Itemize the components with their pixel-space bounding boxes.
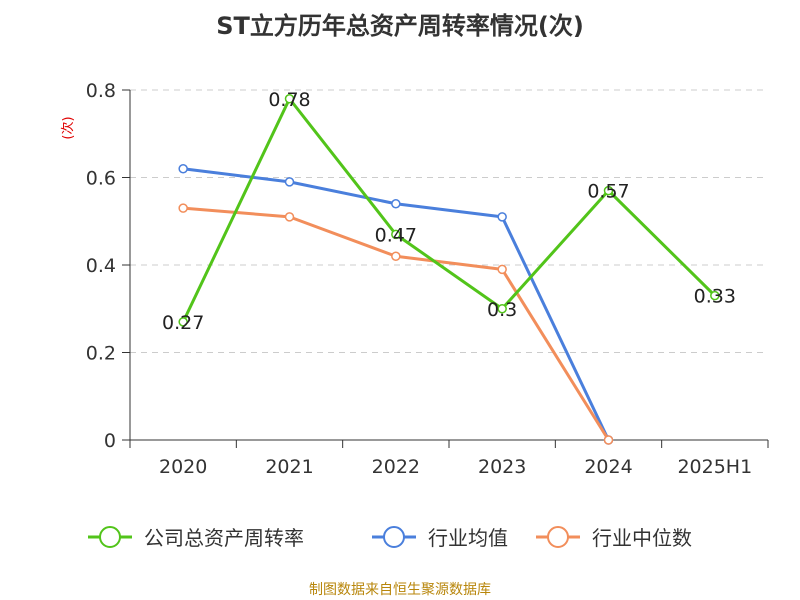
data-point (284, 94, 295, 104)
x-tick-label: 2024 (584, 456, 632, 478)
data-point (497, 304, 507, 314)
data-label: 0.47 (375, 224, 417, 246)
y-tick-label: 0.2 (86, 343, 116, 365)
data-point (391, 229, 401, 240)
legend-item-label[interactable]: 行业均值 (428, 526, 508, 550)
data-point (391, 199, 401, 209)
data-point (284, 212, 295, 222)
legend-marker[interactable] (383, 526, 405, 548)
data-label: 0.78 (268, 89, 310, 111)
data-label: 0.33 (694, 286, 736, 308)
data-point (178, 164, 188, 174)
y-tick-label: 0.4 (86, 255, 116, 277)
data-labels: 0.27 0.78 0.47 0.3 0.57 0.33 (162, 89, 736, 334)
series-line (182, 167, 610, 441)
legend-item-label[interactable]: 公司总资产周转率 (144, 526, 304, 550)
legend[interactable]: 公司总资产周转率 行业均值 行业中位数 (88, 526, 692, 550)
y-axis-label: (次) (60, 116, 76, 139)
data-point (497, 212, 507, 222)
data-point (710, 290, 720, 301)
data-point (603, 185, 614, 196)
legend-item-label[interactable]: 行业中位数 (592, 526, 692, 550)
legend-marker[interactable] (547, 526, 569, 548)
x-tick-label: 2023 (478, 456, 526, 478)
data-point (178, 317, 188, 327)
legend-marker[interactable] (99, 526, 121, 548)
y-tick-label: 0.6 (86, 168, 116, 190)
axes: 0 0.2 0.4 0.6 0.8 2020 2021 2022 2023 2024 2025H1 (86, 80, 769, 478)
x-tick-label: 2022 (372, 456, 420, 478)
y-tick-label: 0.8 (86, 80, 116, 102)
chart-title: ST立方历年总资产周转率情况(次) (216, 12, 584, 40)
series-line (181, 97, 716, 323)
data-point (284, 177, 295, 187)
y-tick-label: 0 (104, 430, 116, 452)
data-label: 0.27 (162, 312, 204, 334)
data-point (178, 203, 188, 213)
data-point (497, 264, 507, 275)
x-tick-label: 2025H1 (677, 456, 752, 478)
plot-area (178, 94, 720, 445)
source-note: 制图数据来自恒生聚源数据库 (309, 582, 491, 598)
data-label: 0.57 (587, 181, 629, 203)
x-tick-label: 2021 (265, 456, 313, 478)
data-point (603, 435, 614, 445)
data-label: 0.3 (487, 299, 517, 321)
grid-lines (130, 89, 768, 353)
x-tick-label: 2020 (159, 456, 207, 478)
data-point (391, 251, 401, 261)
